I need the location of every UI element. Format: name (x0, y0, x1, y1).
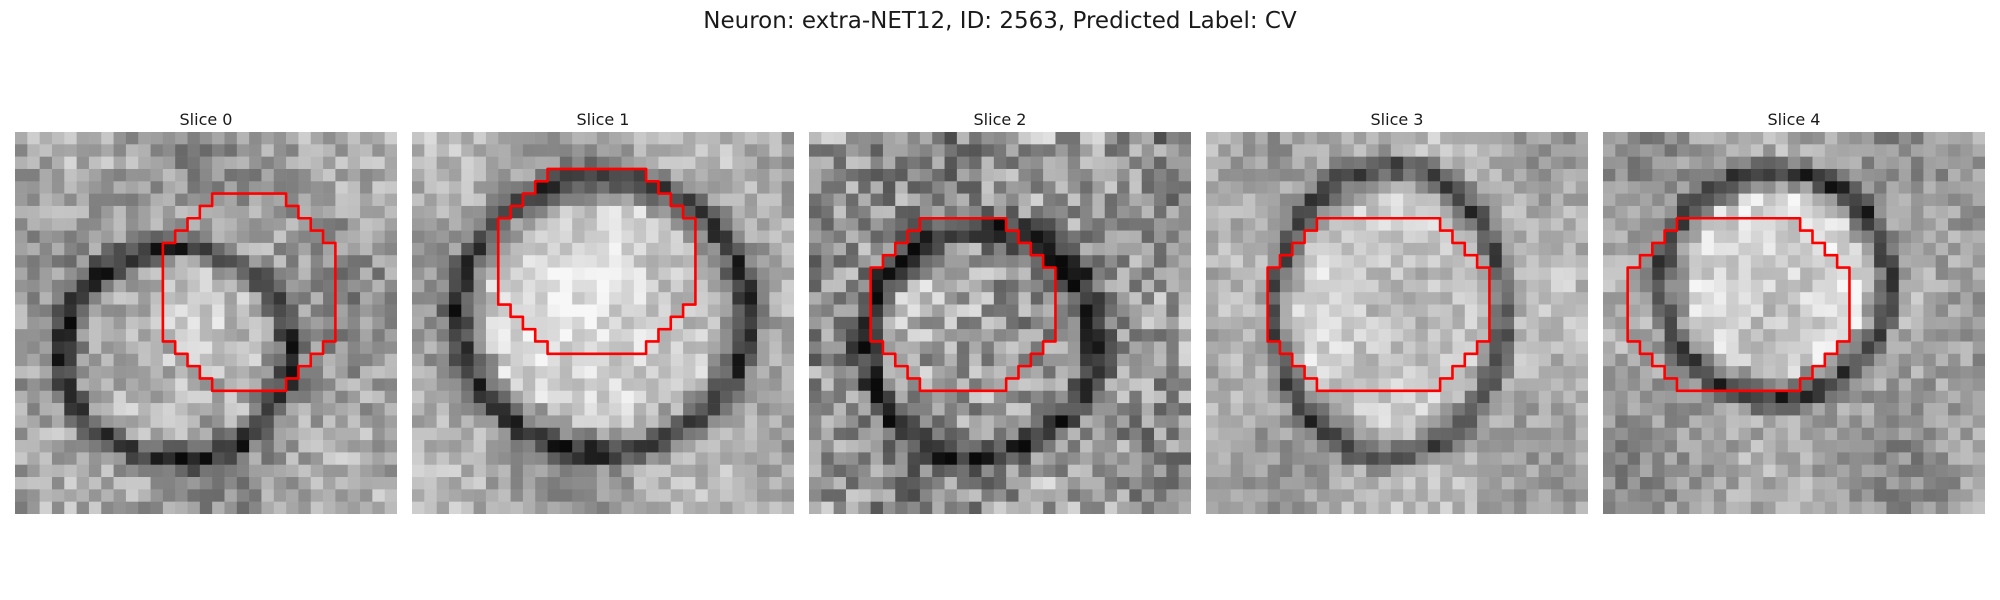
slice-panel-0: Slice 0 (15, 108, 397, 514)
slice-panel-1: Slice 1 (412, 108, 794, 514)
slice-2-title: Slice 2 (973, 110, 1027, 129)
slice-panel-3: Slice 3 (1206, 108, 1588, 514)
slice-0-image (15, 132, 397, 514)
slice-1-title: Slice 1 (576, 110, 630, 129)
slice-panel-4: Slice 4 (1603, 108, 1985, 514)
slice-2-image (809, 132, 1191, 514)
mask-outline (1266, 216, 1491, 393)
slice-4-image (1603, 132, 1985, 514)
mask-outline (161, 192, 337, 393)
pixel-grid (412, 132, 794, 514)
slice-3-image (1206, 132, 1588, 514)
slice-4-title: Slice 4 (1767, 110, 1821, 129)
mask-outline (1626, 216, 1851, 393)
mask-outline (869, 216, 1057, 393)
pixel-grid (809, 132, 1191, 514)
pixel-grid (1603, 132, 1985, 514)
mask-outline (496, 167, 697, 356)
pixel-grid (15, 132, 397, 514)
slice-1-image (412, 132, 794, 514)
figure-title: Neuron: extra-NET12, ID: 2563, Predicted… (703, 8, 1297, 34)
slice-3-title: Slice 3 (1370, 110, 1424, 129)
slice-panel-2: Slice 2 (809, 108, 1191, 514)
pixel-grid (1206, 132, 1588, 514)
slice-0-title: Slice 0 (179, 110, 233, 129)
